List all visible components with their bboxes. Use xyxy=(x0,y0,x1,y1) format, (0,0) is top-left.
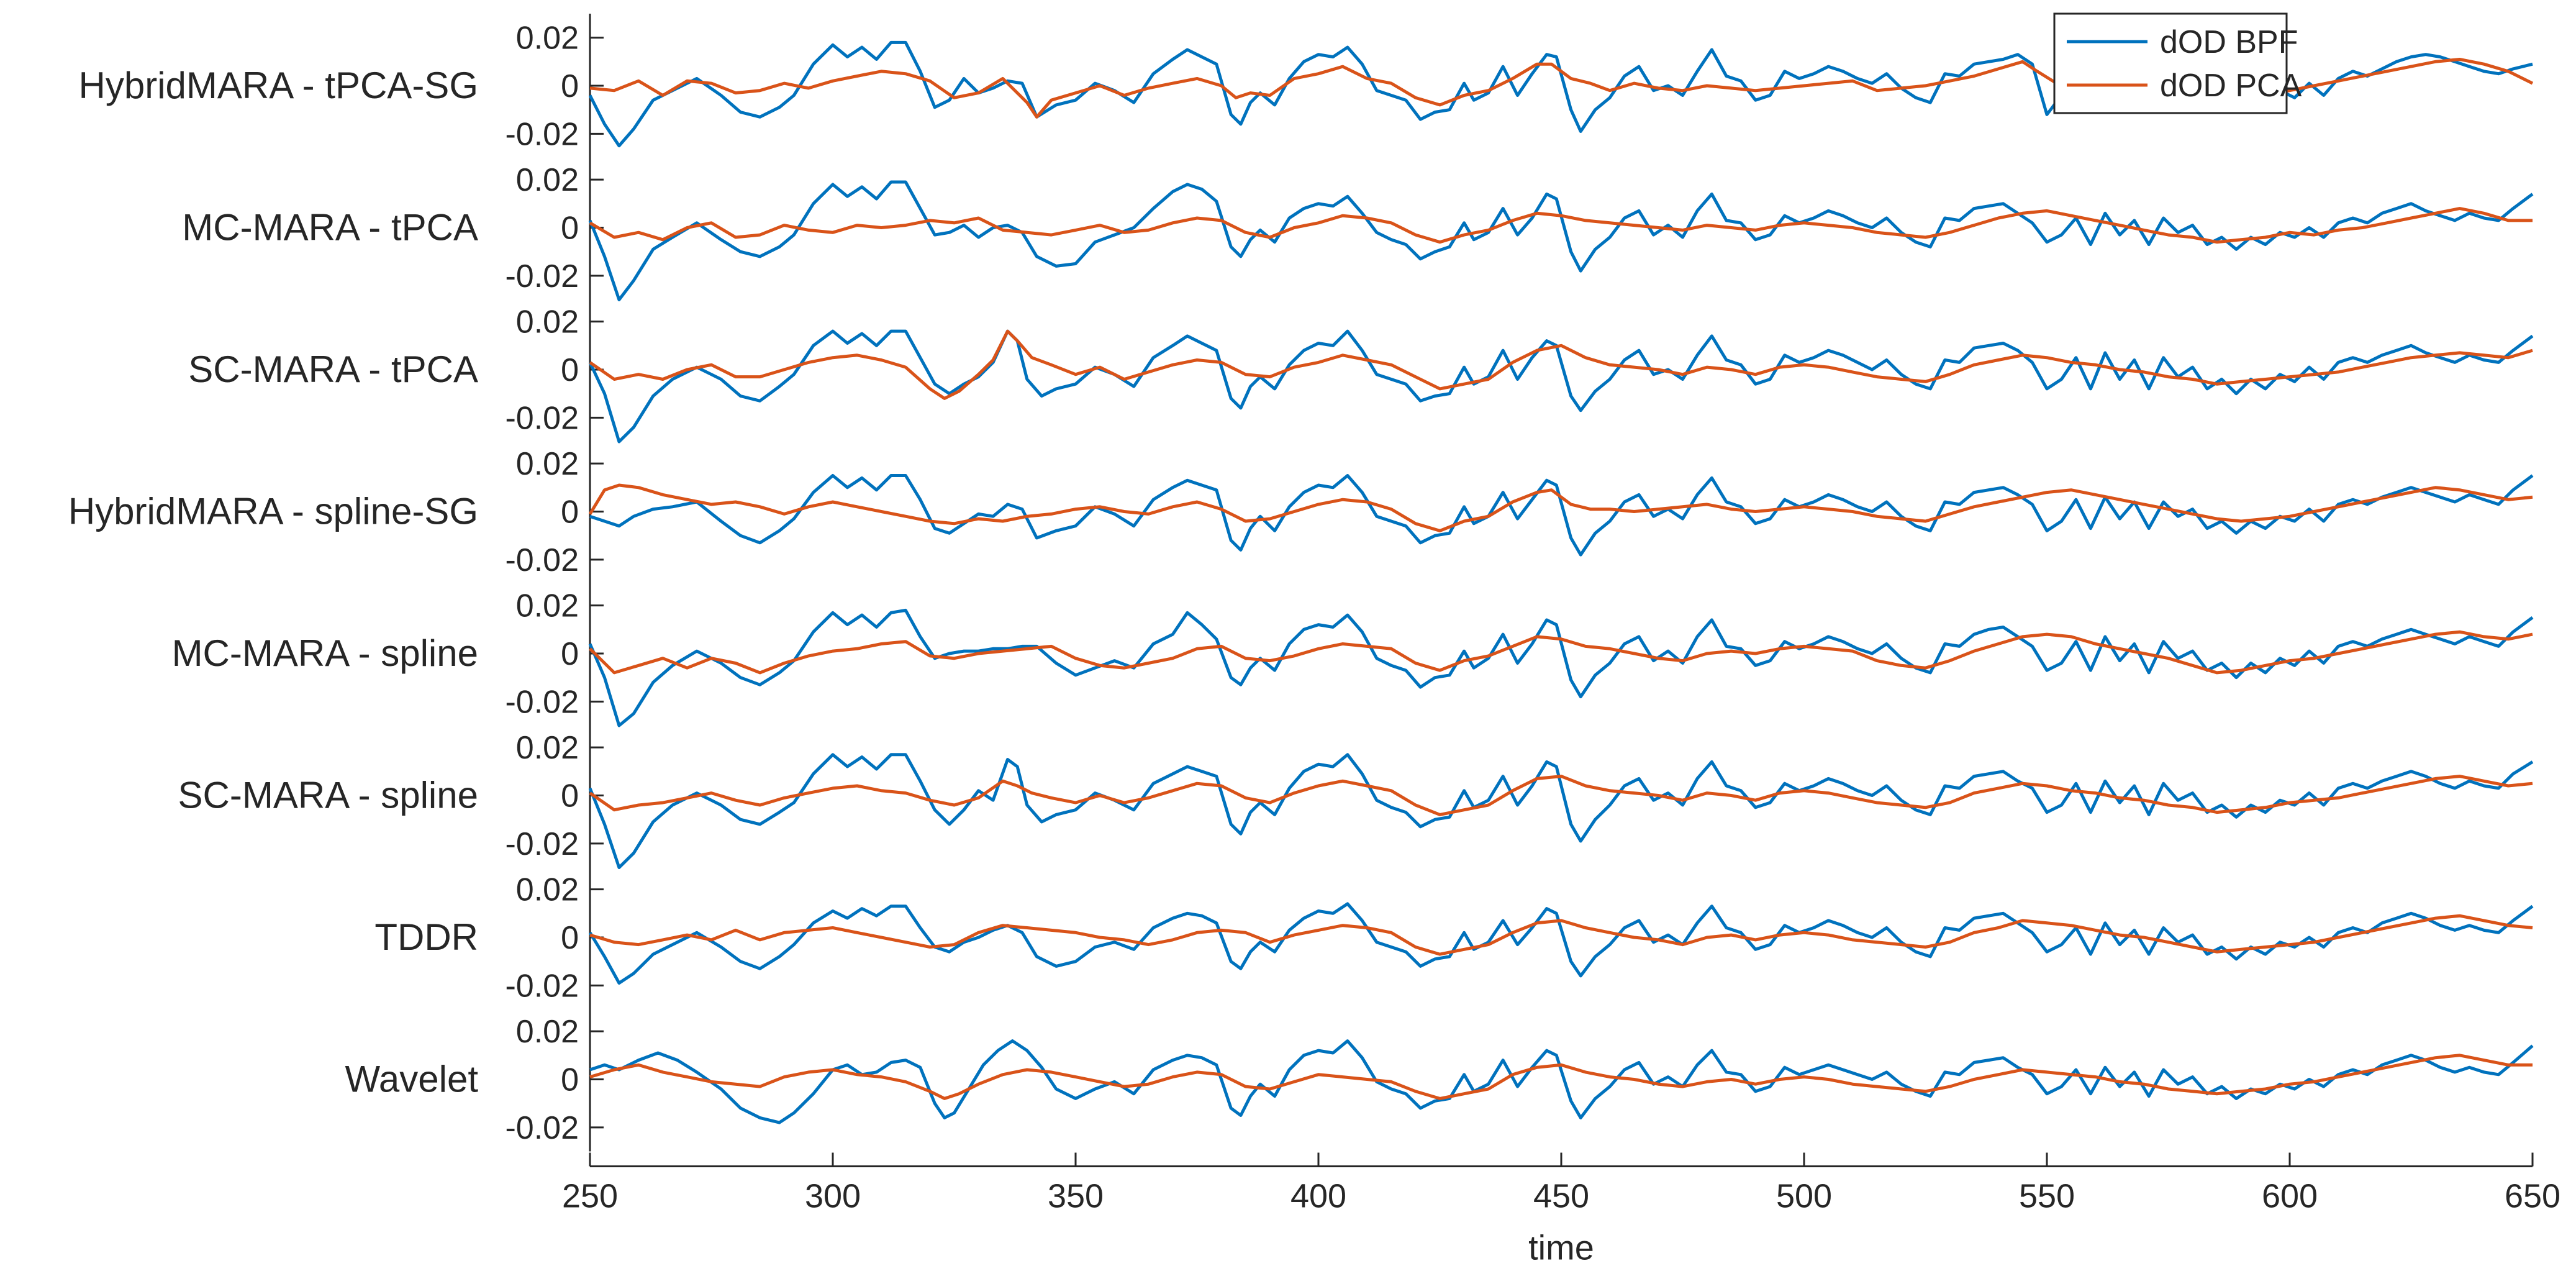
y-tick-label: -0.02 xyxy=(505,684,579,720)
series-line-pca xyxy=(589,914,2533,956)
panel-2: -0.02 0 0.02 SC-MARA - tPCA xyxy=(188,298,2534,444)
legend: dOD BPF dOD PCA xyxy=(2053,12,2302,114)
y-tick-label: -0.02 xyxy=(505,542,579,578)
x-tick-label: 250 xyxy=(562,1178,618,1215)
x-tick-label: 650 xyxy=(2505,1178,2560,1215)
panel-label: HybridMARA - spline-SG xyxy=(68,491,478,532)
series-line-pca xyxy=(589,329,2533,400)
series-line-pca xyxy=(588,483,2533,532)
y-tick-label: 0.02 xyxy=(516,730,579,766)
panel-7: -0.02 0 0.02 Wavelet xyxy=(345,1007,2534,1152)
y-tick-label: -0.02 xyxy=(505,258,579,294)
y-tick-label: 0 xyxy=(561,68,579,104)
panel-label: HybridMARA - tPCA-SG xyxy=(79,65,478,106)
y-tick-label: 0.02 xyxy=(516,162,579,198)
y-tick-label: -0.02 xyxy=(505,116,579,152)
y-tick-label: 0 xyxy=(561,920,579,956)
x-tick-label: 300 xyxy=(805,1178,861,1215)
panel-label: TDDR xyxy=(374,916,478,958)
series-line-bpf xyxy=(588,608,2534,727)
x-tick-label: 550 xyxy=(2019,1178,2075,1215)
y-tick-label: 0 xyxy=(561,211,579,247)
panel-6: -0.02 0 0.02 TDDR xyxy=(374,865,2534,1009)
panel-label: Wavelet xyxy=(345,1059,478,1100)
legend-box xyxy=(2053,12,2288,114)
legend-label-bpf: dOD BPF xyxy=(2160,24,2298,60)
panel-5: -0.02 0 0.02 SC-MARA - spline xyxy=(178,723,2534,869)
x-axis: 250 300 350 400 450 500 550 600 650 xyxy=(562,1152,2560,1215)
series-line-bpf xyxy=(589,474,2534,557)
panel-label: MC-MARA - spline xyxy=(172,632,478,674)
y-tick-label: 0.02 xyxy=(516,20,579,57)
x-axis-label: time xyxy=(1528,1228,1594,1267)
panel-0: -0.02 0 0.02 HybridMARA - tPCA-SG xyxy=(79,14,2534,158)
y-tick-label: -0.02 xyxy=(505,1110,579,1146)
y-tick-label: -0.02 xyxy=(505,826,579,862)
y-tick-label: 0 xyxy=(561,494,579,531)
panel-label: SC-MARA - spline xyxy=(178,775,478,816)
legend-label-pca: dOD PCA xyxy=(2160,68,2302,104)
panel-4: -0.02 0 0.02 MC-MARA - spline xyxy=(172,581,2534,727)
x-tick-label: 350 xyxy=(1048,1178,1104,1215)
series-line-bpf xyxy=(589,1039,2534,1124)
panel-label: MC-MARA - tPCA xyxy=(182,207,478,248)
y-tick-label: 0.02 xyxy=(516,304,579,340)
series-line-pca xyxy=(589,207,2533,244)
x-tick-label: 450 xyxy=(1533,1178,1589,1215)
panels-group: -0.02 0 0.02 HybridMARA - tPCA-SG -0.02 0 0.02… xyxy=(68,14,2534,1152)
series-line-bpf xyxy=(588,329,2534,444)
y-tick-label: 0 xyxy=(561,636,579,672)
x-tick-label: 600 xyxy=(2262,1178,2318,1215)
panel-3: -0.02 0 0.02 HybridMARA - spline-SG xyxy=(68,439,2534,584)
series-line-pca xyxy=(589,1054,2533,1100)
y-tick-label: -0.02 xyxy=(505,400,579,436)
panel-1: -0.02 0 0.02 MC-MARA - tPCA xyxy=(182,155,2534,301)
y-tick-label: 0.02 xyxy=(516,872,579,908)
panel-label: SC-MARA - tPCA xyxy=(188,348,478,390)
y-tick-label: 0.02 xyxy=(516,588,579,624)
y-tick-label: 0.02 xyxy=(516,446,579,482)
x-tick-label: 500 xyxy=(1776,1178,1832,1215)
series-line-pca xyxy=(589,630,2533,675)
y-tick-label: 0 xyxy=(561,1062,579,1098)
y-tick-label: 0 xyxy=(561,352,579,388)
series-line-pca xyxy=(589,775,2533,816)
y-tick-label: 0 xyxy=(561,778,579,814)
y-tick-label: -0.02 xyxy=(505,968,579,1004)
x-tick-label: 400 xyxy=(1290,1178,1346,1215)
y-tick-label: 0.02 xyxy=(516,1014,579,1050)
